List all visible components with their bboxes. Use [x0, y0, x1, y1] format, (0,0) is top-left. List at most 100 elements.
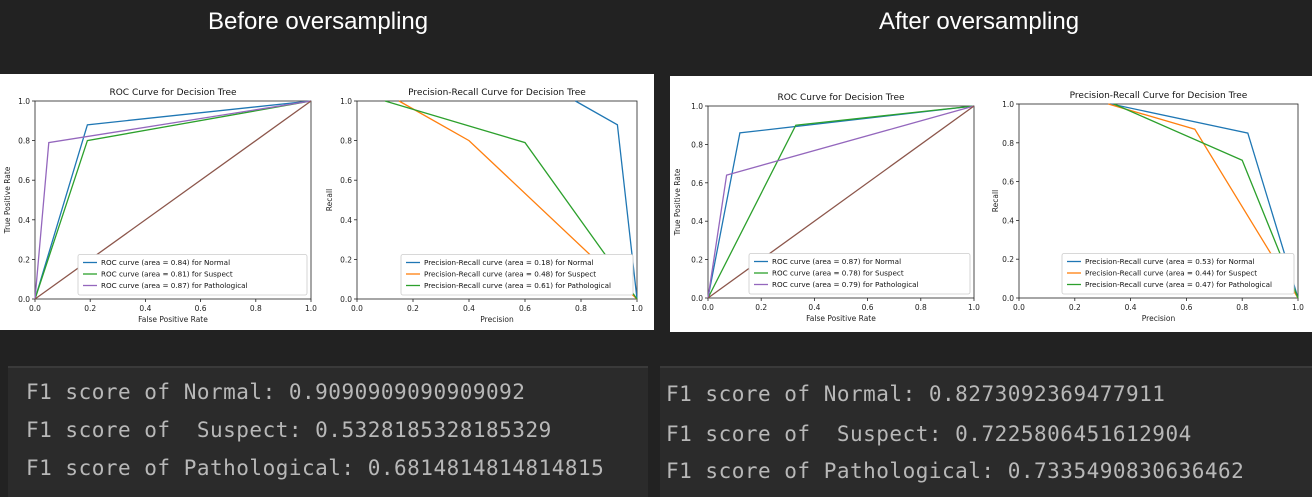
series-line-0	[1110, 103, 1299, 299]
y-tick-label: 0.8	[1002, 139, 1014, 148]
plot-frame	[1018, 103, 1299, 299]
y-tick-label: 0.0	[18, 295, 30, 304]
y-tick-label: 0.0	[691, 294, 703, 303]
f1-line-pathological: F1 score of Pathological: 0.733549083063…	[666, 459, 1244, 483]
x-tick-label: 0.8	[915, 303, 927, 312]
series-line-2	[1113, 103, 1299, 299]
y-tick-label: 1.0	[1002, 100, 1014, 109]
x-tick-label: 1.0	[305, 304, 317, 313]
legend-box	[1061, 253, 1295, 295]
f1-line-normal: F1 score of Normal: 0.8273092369477911	[666, 382, 1165, 406]
x-tick-label: 0.0	[702, 303, 714, 312]
series-line-1	[707, 105, 975, 299]
f1-label: F1 score of Pathological:	[26, 456, 368, 480]
series-line-2	[707, 105, 975, 299]
plot-frame	[34, 100, 312, 300]
console-output-after: F1 score of Normal: 0.8273092369477911 F…	[660, 366, 1312, 497]
f1-line-suspect: F1 score of Suspect: 0.5328185328185329	[26, 418, 552, 442]
y-tick-label: 1.0	[18, 97, 30, 106]
x-tick-label: 0.4	[139, 304, 151, 313]
legend-entry: Precision-Recall curve (area = 0.47) for…	[1085, 280, 1272, 289]
series-line-2	[384, 100, 638, 300]
y-tick-label: 0.8	[18, 137, 30, 146]
x-tick-label: 1.0	[968, 303, 980, 312]
y-axis-label: Recall	[325, 189, 334, 211]
y-tick-label: 0.0	[340, 295, 352, 304]
f1-label: F1 score of Pathological:	[666, 459, 1008, 483]
y-tick-label: 0.4	[18, 216, 30, 225]
y-tick-label: 1.0	[340, 97, 352, 106]
x-tick-label: 0.4	[1125, 303, 1137, 312]
legend-entry: ROC curve (area = 0.78) for Suspect	[772, 269, 904, 278]
series-line-0	[34, 100, 312, 300]
x-axis-label: False Positive Rate	[138, 315, 208, 324]
y-tick-label: 0.2	[1002, 255, 1014, 264]
legend-box	[77, 254, 308, 296]
heading-before: Before oversampling	[208, 8, 429, 35]
x-tick-label: 0.8	[250, 304, 262, 313]
x-tick-label: 0.6	[1180, 303, 1192, 312]
f1-value: 0.9090909090909092	[288, 380, 526, 404]
y-tick-label: 0.4	[340, 216, 352, 225]
x-axis-label: Precision	[1142, 314, 1176, 323]
y-tick-label: 0.2	[691, 256, 703, 265]
x-tick-label: 0.2	[755, 303, 767, 312]
chart-panel-after-pr: Precision-Recall Curve for Decision Tree…	[988, 76, 1312, 332]
y-tick-label: 0.2	[18, 255, 30, 264]
f1-line-suspect: F1 score of Suspect: 0.7225806451612904	[666, 422, 1192, 446]
x-tick-label: 1.0	[631, 304, 643, 313]
plot-frame	[356, 100, 638, 300]
x-tick-label: 0.8	[575, 304, 587, 313]
x-tick-label: 0.6	[862, 303, 874, 312]
series-line-1	[1108, 103, 1299, 299]
x-tick-label: 0.6	[195, 304, 207, 313]
series-line-0	[575, 100, 638, 300]
y-axis-label: Recall	[991, 190, 1000, 212]
f1-value: 0.5328185328185329	[315, 418, 552, 442]
chart-after-roc: ROC Curve for Decision Tree 0.0 0.2 0.4 0.6 0…	[673, 93, 980, 323]
x-tick-label: 0.6	[519, 304, 531, 313]
chart-before-pr: Precision-Recall Curve for Decision Tree…	[325, 88, 643, 324]
f1-value: 0.8273092369477911	[928, 382, 1166, 406]
y-tick-label: 0.8	[340, 137, 352, 146]
chart-before-roc: ROC Curve for Decision Tree 0.0 0.2 0.4 0.6 0…	[3, 88, 317, 324]
chart-panel-after-roc: ROC Curve for Decision Tree 0.0 0.2 0.4 0.6 0…	[670, 76, 988, 332]
f1-label: F1 score of Normal:	[666, 382, 929, 406]
x-axis-label: False Positive Rate	[806, 314, 876, 323]
f1-label: F1 score of Suspect:	[26, 418, 316, 442]
chart-panel-before-roc: ROC Curve for Decision Tree 0.0 0.2 0.4 0.6 0…	[0, 74, 322, 330]
x-tick-label: 0.4	[463, 304, 475, 313]
x-tick-label: 0.2	[407, 304, 419, 313]
x-tick-label: 0.0	[29, 304, 41, 313]
chart-title: Precision-Recall Curve for Decision Tree	[1070, 91, 1248, 101]
legend-entry: ROC curve (area = 0.81) for Suspect	[101, 270, 233, 279]
legend-entry: Precision-Recall curve (area = 0.53) for…	[1085, 257, 1255, 266]
legend-box	[748, 253, 971, 295]
legend-entry: Precision-Recall curve (area = 0.44) for…	[1085, 269, 1257, 278]
y-axis-label: True Positive Rate	[3, 166, 12, 234]
chart-panel-before-pr: Precision-Recall Curve for Decision Tree…	[322, 74, 654, 330]
console-output-before: F1 score of Normal: 0.9090909090909092 F…	[8, 366, 648, 497]
x-tick-label: 0.0	[1013, 303, 1025, 312]
x-tick-label: 0.2	[1069, 303, 1081, 312]
chart-after-pr: Precision-Recall Curve for Decision Tree…	[991, 91, 1304, 323]
x-tick-label: 1.0	[1292, 303, 1304, 312]
y-tick-label: 0.8	[691, 140, 703, 149]
y-tick-label: 0.6	[691, 179, 703, 188]
f1-value: 0.6814814814814815	[367, 456, 605, 480]
legend-entry: Precision-Recall curve (area = 0.61) for…	[424, 281, 611, 290]
y-axis-label: True Positive Rate	[673, 168, 682, 236]
series-line-2	[34, 100, 312, 300]
f1-line-pathological: F1 score of Pathological: 0.681481481481…	[26, 456, 604, 480]
x-axis-label: Precision	[480, 315, 514, 324]
f1-line-normal: F1 score of Normal: 0.9090909090909092	[26, 380, 525, 404]
heading-after: After oversampling	[879, 8, 1080, 35]
f1-label: F1 score of Normal:	[26, 380, 289, 404]
y-tick-label: 1.0	[691, 102, 703, 111]
f1-value: 0.7335490830636462	[1007, 459, 1245, 483]
chart-title: Precision-Recall Curve for Decision Tree	[408, 88, 586, 98]
legend-entry: ROC curve (area = 0.87) for Pathological	[101, 281, 248, 290]
f1-value: 0.7225806451612904	[955, 422, 1192, 446]
legend-box	[400, 254, 634, 296]
legend-entry: ROC curve (area = 0.84) for Normal	[101, 258, 230, 267]
